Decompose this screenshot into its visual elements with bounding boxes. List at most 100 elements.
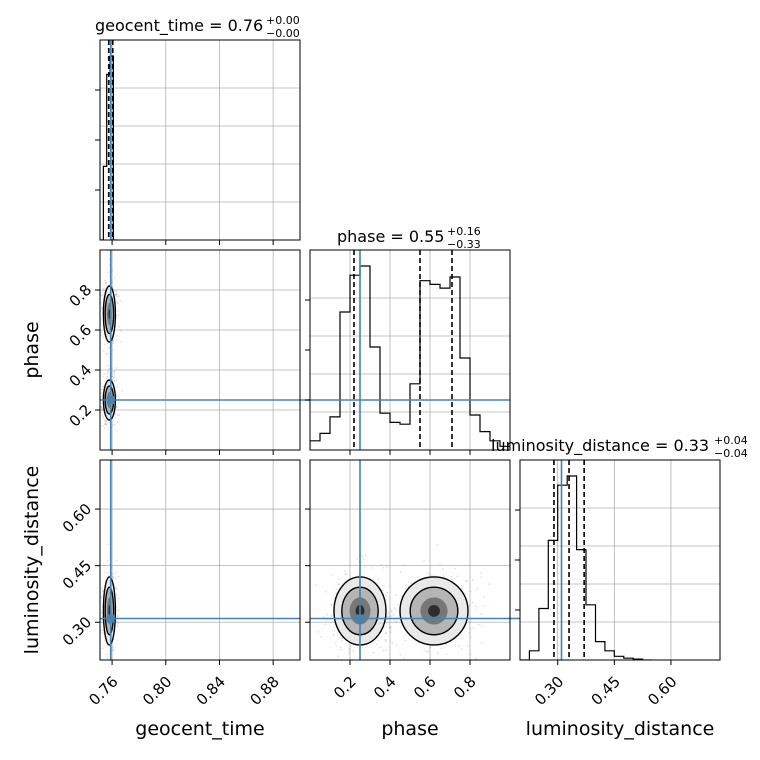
- title-geocent-time: geocent_time = 0.76: [95, 16, 263, 36]
- scatter-point: [105, 353, 108, 356]
- scatter-point: [339, 646, 342, 649]
- scatter-point: [337, 577, 340, 580]
- scatter-point: [115, 366, 118, 369]
- marks-layer: [100, 40, 653, 660]
- scatter-point: [478, 623, 480, 626]
- scatter-point: [386, 616, 388, 619]
- scatter-point: [393, 619, 396, 622]
- scatter-point: [103, 373, 106, 375]
- scatter-point: [480, 613, 483, 616]
- scatter-point: [440, 647, 443, 650]
- scatter-point: [101, 647, 104, 650]
- scatter-point: [337, 655, 339, 658]
- scatter-point: [372, 651, 375, 654]
- scatter-point: [443, 664, 445, 666]
- scatter-point: [395, 620, 398, 623]
- scatter-point: [330, 603, 332, 606]
- scatter-point: [337, 583, 340, 585]
- x-tick-label-geocent-time-vs-luminosity-distance-0: 0.76: [85, 673, 121, 709]
- scatter-point: [102, 375, 105, 378]
- scatter-point: [112, 575, 114, 578]
- scatter-point: [103, 565, 106, 567]
- scatter-point: [115, 588, 118, 591]
- scatter-point: [391, 611, 393, 613]
- scatter-point: [114, 577, 117, 579]
- scatter-point: [107, 375, 109, 378]
- scatter-point: [480, 576, 483, 579]
- x-tick-label-phase-vs-luminosity-distance-1: 0.4: [370, 673, 400, 703]
- scatter-point: [115, 571, 118, 574]
- scatter-point: [344, 573, 347, 576]
- scatter-point: [117, 314, 120, 316]
- panel-frame-phase-vs-luminosity-distance: [309, 459, 511, 661]
- truth-marker-geocent-time-vs-phase: [106, 396, 115, 404]
- scatter-point: [365, 669, 367, 671]
- scatter-point: [346, 670, 348, 672]
- scatter-point: [100, 411, 102, 414]
- x-axis-label-phase: phase: [381, 718, 438, 740]
- scatter-point: [101, 621, 104, 623]
- scatter-point: [104, 639, 106, 642]
- scatter-point: [399, 654, 402, 656]
- scatter-point: [370, 666, 372, 668]
- scatter-point: [344, 569, 347, 572]
- scatter-point: [454, 567, 457, 570]
- scatter-point: [104, 422, 106, 425]
- scatter-point: [364, 554, 367, 557]
- scatter-point: [104, 282, 107, 284]
- scatter-point: [113, 379, 116, 382]
- scatter-point: [481, 625, 483, 627]
- scatter-point: [395, 608, 398, 611]
- truth-marker-phase-vs-luminosity-distance: [356, 614, 364, 623]
- scatter-point: [341, 639, 343, 642]
- scatter-point: [106, 342, 109, 345]
- scatter-point: [469, 636, 472, 638]
- scatter-point: [101, 392, 104, 395]
- scatter-point: [404, 639, 407, 642]
- title-geocent-time-plus: +0.00: [266, 14, 300, 27]
- x-tick-label-phase-vs-luminosity-distance-3: 0.8: [450, 673, 480, 703]
- scatter-point: [384, 631, 387, 634]
- scatter-point: [463, 665, 465, 667]
- scatter-point: [101, 407, 104, 410]
- scatter-point: [114, 375, 116, 377]
- truth-marker-geocent-time-vs-luminosity-distance: [106, 614, 115, 623]
- scatter-point: [114, 663, 116, 665]
- scatter-point: [450, 578, 453, 580]
- scatter-point: [123, 662, 125, 664]
- x-tick-label-luminosity-distance-1: 0.45: [588, 673, 624, 709]
- scatter-point: [385, 594, 388, 597]
- scatter-point: [330, 614, 333, 617]
- title-luminosity-distance: luminosity_distance = 0.33: [491, 436, 709, 456]
- scatter-point: [390, 615, 393, 617]
- scatter-point: [332, 633, 335, 636]
- scatter-point: [102, 290, 104, 293]
- x-tick-label-phase-vs-luminosity-distance-0: 0.2: [330, 673, 360, 703]
- histogram-phase: [310, 265, 510, 450]
- scatter-point: [107, 572, 109, 574]
- scatter-point: [317, 672, 319, 674]
- histogram-luminosity-distance: [520, 475, 653, 660]
- scatter-point: [437, 652, 439, 655]
- scatter-point: [103, 644, 105, 646]
- scatter-point: [108, 346, 111, 349]
- scatter-point: [442, 572, 445, 575]
- scatter-point: [427, 650, 430, 653]
- title-phase-plus: +0.16: [447, 225, 481, 238]
- scatter-point: [114, 293, 117, 296]
- title-phase-minus: −0.33: [447, 238, 481, 251]
- scatter-point: [364, 566, 366, 569]
- scatter-point: [352, 649, 355, 652]
- scatter-point: [101, 307, 103, 310]
- scatter-point: [475, 657, 477, 660]
- scatter-point: [103, 427, 106, 430]
- scatter-point: [324, 590, 327, 593]
- scatter-point: [91, 590, 93, 592]
- scatter-point: [116, 421, 119, 423]
- scatter-point: [387, 613, 389, 615]
- scatter-point: [377, 578, 380, 581]
- scatter-point: [410, 576, 413, 578]
- scatter-point: [112, 424, 114, 427]
- scatter-point: [112, 646, 115, 649]
- scatter-point: [97, 618, 99, 620]
